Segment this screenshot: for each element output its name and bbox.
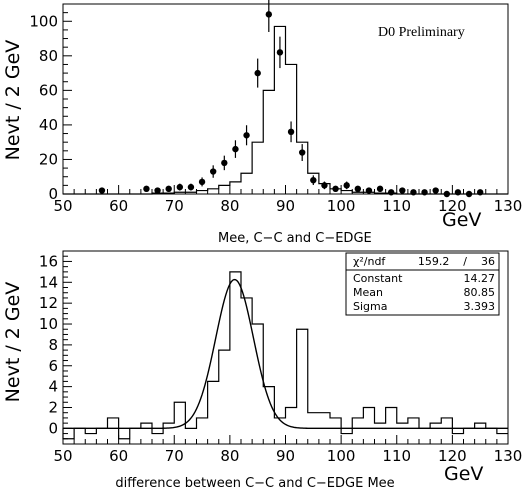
x-tick-label: 130 xyxy=(494,197,523,215)
x-tick-label: 80 xyxy=(220,447,239,465)
y-tick-label: 20 xyxy=(39,150,58,168)
data-point xyxy=(143,185,150,193)
y-tick-label: 8 xyxy=(48,336,58,354)
y-tick-label: 12 xyxy=(39,294,58,312)
data-point xyxy=(276,49,284,56)
fit-stats-box: χ²/ndf 159.2 / 36 Constant 14.27 Mean 80… xyxy=(345,252,500,316)
data-point xyxy=(376,185,384,193)
x-tick-label: 90 xyxy=(276,447,295,465)
bottom-histogram-panel: Nevt / 2 GeV GeV difference between C−C … xyxy=(2,250,523,491)
x-tick-label: 50 xyxy=(53,197,72,215)
data-point xyxy=(454,189,462,196)
stats-box-border xyxy=(345,252,500,316)
data-point xyxy=(154,187,161,194)
top-mc-histogram xyxy=(63,25,508,195)
stats-constant-value: 14.27 xyxy=(464,272,496,285)
y-tick-label: 100 xyxy=(29,12,58,30)
data-point xyxy=(421,189,428,196)
x-tick-label: 90 xyxy=(276,197,295,215)
bottom-x-unit: GeV xyxy=(444,463,483,485)
bottom-plot-frame xyxy=(62,250,509,445)
top-plot-frame xyxy=(62,3,509,195)
bottom-ylabel: Nevt / 2 GeV xyxy=(2,282,24,403)
data-point xyxy=(321,182,328,189)
y-tick-label: 4 xyxy=(48,378,58,396)
x-tick-label: 110 xyxy=(382,447,411,465)
y-tick-label: 14 xyxy=(39,273,58,291)
top-histogram-panel: Nevt / 2 GeV D0 Preliminary GeV Mee, C−C… xyxy=(2,0,522,246)
data-point xyxy=(254,69,261,77)
x-tick-label: 110 xyxy=(382,197,411,215)
x-tick-label: 130 xyxy=(494,447,523,465)
data-point xyxy=(432,187,439,194)
data-point xyxy=(365,187,373,194)
data-point xyxy=(243,132,250,139)
stats-chi2-label: χ²/ndf xyxy=(353,255,386,268)
data-point xyxy=(187,183,195,191)
stats-sigma-value: 3.393 xyxy=(464,300,496,313)
data-point xyxy=(265,11,273,18)
x-tick-label: 120 xyxy=(438,197,467,215)
x-tick-label: 80 xyxy=(220,197,239,215)
data-point xyxy=(176,183,184,191)
data-point xyxy=(399,187,406,194)
gaussian-fit-curve xyxy=(63,278,508,430)
data-point xyxy=(287,128,295,136)
data-point xyxy=(198,178,206,186)
y-tick-label: 10 xyxy=(39,315,58,333)
stats-chi2-value: 159.2 / 36 xyxy=(418,255,495,268)
stats-sigma-label: Sigma xyxy=(353,300,387,313)
top-x-unit: GeV xyxy=(442,209,481,231)
x-tick-label: 100 xyxy=(327,197,356,215)
y-tick-label: 40 xyxy=(39,116,58,134)
y-tick-label: 16 xyxy=(39,252,58,270)
y-tick-label: 6 xyxy=(48,357,58,375)
data-point xyxy=(310,176,317,184)
data-point xyxy=(232,145,239,153)
y-tick-label: 2 xyxy=(48,398,58,416)
d0-preliminary-label: D0 Preliminary xyxy=(378,25,465,40)
data-point xyxy=(165,185,172,193)
y-tick-label: 0 xyxy=(48,419,58,437)
data-point xyxy=(209,168,217,175)
histogram-step-line xyxy=(63,25,508,195)
top-axis-ticks: 50 60 70 80 90 100 110 120 130 0 20 40 60 80 100 xyxy=(29,3,523,215)
data-point xyxy=(387,189,395,196)
data-point xyxy=(332,185,339,193)
top-ylabel: Nevt / 2 GeV xyxy=(2,40,24,161)
data-point xyxy=(221,159,228,167)
stats-mean-label: Mean xyxy=(353,286,383,299)
data-point xyxy=(298,149,306,156)
bottom-xlabel: difference between C−C and C−EDGE Mee xyxy=(115,476,394,491)
x-tick-label: 120 xyxy=(438,447,467,465)
top-data-points xyxy=(98,0,484,198)
x-tick-label: 60 xyxy=(109,197,128,215)
x-tick-label: 70 xyxy=(165,197,184,215)
x-tick-label: 70 xyxy=(165,447,184,465)
data-point xyxy=(98,187,106,194)
stats-mean-value: 80.85 xyxy=(464,286,496,299)
bottom-axis-ticks: 50 60 70 80 90 100 110 120 130 0 2 4 6 8 10 12 14 16 xyxy=(39,250,523,465)
stats-constant-label: Constant xyxy=(353,272,403,285)
y-tick-label: 80 xyxy=(39,47,58,65)
x-tick-label: 60 xyxy=(109,447,128,465)
data-point xyxy=(476,189,484,196)
data-point xyxy=(354,185,362,193)
x-tick-label: 50 xyxy=(53,447,72,465)
y-tick-label: 60 xyxy=(39,81,58,99)
x-tick-label: 100 xyxy=(327,447,356,465)
top-xlabel: Mee, C−C and C−EDGE xyxy=(218,231,372,246)
data-point xyxy=(410,189,417,196)
y-tick-label: 0 xyxy=(48,185,58,203)
data-point xyxy=(343,182,350,189)
